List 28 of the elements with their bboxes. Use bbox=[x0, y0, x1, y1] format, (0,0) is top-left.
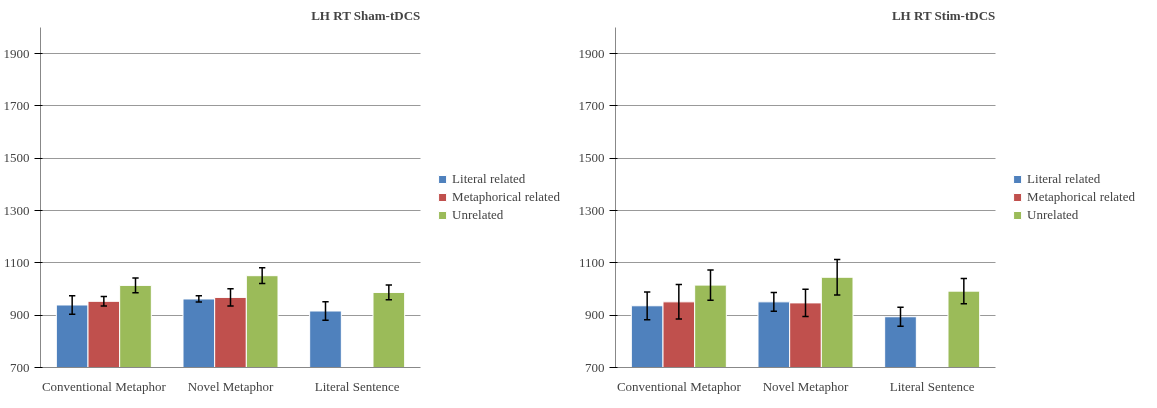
y-tick-label: 1700 bbox=[3, 97, 30, 113]
legend-label: Unrelated bbox=[1027, 207, 1079, 223]
y-tick-label: 1100 bbox=[3, 254, 30, 270]
legend-label: Metaphorical related bbox=[452, 189, 560, 205]
y-tick-label: 1500 bbox=[578, 150, 605, 166]
y-tick-label: 1500 bbox=[3, 150, 30, 166]
x-tick-label: Literal Sentence bbox=[889, 378, 975, 394]
legend-label: Literal related bbox=[1027, 171, 1101, 187]
y-tick-label: 1300 bbox=[3, 202, 30, 218]
x-tick-label: Conventional Metaphor bbox=[41, 378, 167, 394]
y-tick-label: 900 bbox=[10, 307, 30, 323]
y-tick-label: 1900 bbox=[578, 45, 605, 61]
x-tick-label: Conventional Metaphor bbox=[616, 378, 742, 394]
legend-label: Metaphorical related bbox=[1027, 189, 1135, 205]
x-tick-label: Novel Metaphor bbox=[762, 378, 849, 394]
x-tick-label: Novel Metaphor bbox=[187, 378, 274, 394]
y-tick-label: 1300 bbox=[578, 202, 605, 218]
chart-title: LH RT Stim-tDCS bbox=[891, 7, 996, 23]
y-tick-label: 700 bbox=[585, 359, 605, 375]
y-tick-label: 1100 bbox=[578, 254, 605, 270]
legend-label: Literal related bbox=[452, 171, 526, 187]
chart-title: LH RT Sham-tDCS bbox=[311, 7, 421, 23]
x-tick-label: Literal Sentence bbox=[314, 378, 400, 394]
y-tick-label: 1700 bbox=[578, 97, 605, 113]
y-tick-label: 700 bbox=[10, 359, 30, 375]
y-tick-label: 1900 bbox=[3, 45, 30, 61]
legend-label: Unrelated bbox=[452, 207, 504, 223]
y-tick-label: 900 bbox=[585, 307, 605, 323]
